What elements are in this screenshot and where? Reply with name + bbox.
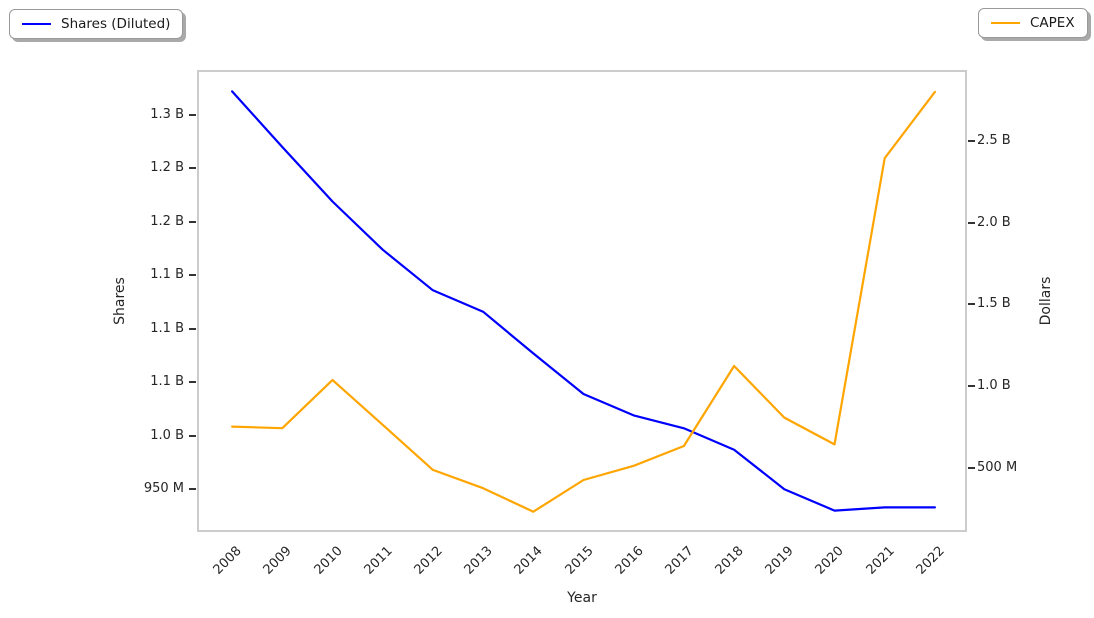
- x-tick-label: 2016: [612, 543, 647, 578]
- x-tick-label: 2010: [311, 543, 346, 578]
- right-tick-label: 1.5 B: [977, 296, 1011, 312]
- shares-line: [230, 90, 937, 512]
- left-tick-label: 1.2 B: [150, 160, 184, 176]
- left-tick-label: 1.3 B: [150, 106, 184, 122]
- legend-shares-label: Shares (Diluted): [61, 16, 171, 32]
- x-tick-label: 2009: [260, 543, 295, 578]
- x-tick-label: 2022: [913, 543, 948, 578]
- left-tick-label: 1.1 B: [150, 374, 184, 390]
- right-tick-label: 500 M: [977, 459, 1018, 475]
- capex-line: [230, 90, 937, 513]
- left-tick-label: 1.1 B: [150, 267, 184, 283]
- right-tick-mark: [968, 303, 975, 306]
- right-tick-label: 1.0 B: [977, 378, 1011, 394]
- y-axis-title-right: Dollars: [1038, 276, 1054, 326]
- right-tick-label: 2.5 B: [977, 132, 1011, 148]
- legend-capex-label: CAPEX: [1030, 15, 1075, 31]
- right-tick-mark: [968, 139, 975, 142]
- chart-canvas: [230, 90, 937, 513]
- legend-shares: Shares (Diluted): [9, 9, 184, 39]
- right-tick-mark: [968, 466, 975, 469]
- right-tick-mark: [968, 221, 975, 224]
- left-tick-mark: [189, 220, 196, 223]
- x-tick-label: 2008: [210, 543, 245, 578]
- x-tick-label: 2019: [762, 543, 797, 578]
- y-axis-title-left: Shares: [112, 277, 128, 325]
- left-tick-mark: [189, 434, 196, 437]
- shares-line-swatch: [22, 22, 51, 26]
- x-tick-label: 2014: [511, 543, 546, 578]
- x-tick-label: 2017: [662, 543, 697, 578]
- plot-area: [197, 70, 967, 532]
- capex-line-swatch: [991, 21, 1020, 25]
- left-tick-mark: [189, 327, 196, 330]
- left-tick-mark: [189, 167, 196, 170]
- legend-capex: CAPEX: [978, 8, 1088, 38]
- x-tick-label: 2012: [411, 543, 446, 578]
- x-axis-title: Year: [567, 590, 597, 606]
- x-tick-label: 2013: [461, 543, 496, 578]
- right-tick-mark: [968, 385, 975, 388]
- left-tick-mark: [189, 274, 196, 277]
- x-tick-label: 2015: [562, 543, 597, 578]
- x-tick-label: 2021: [863, 543, 898, 578]
- x-tick-label: 2020: [813, 543, 848, 578]
- left-tick-mark: [189, 113, 196, 116]
- left-tick-mark: [189, 488, 196, 491]
- left-tick-label: 1.2 B: [150, 213, 184, 229]
- right-tick-label: 2.0 B: [977, 214, 1011, 230]
- left-tick-label: 1.0 B: [150, 427, 184, 443]
- left-tick-mark: [189, 381, 196, 384]
- x-tick-label: 2011: [361, 543, 396, 578]
- left-tick-label: 950 M: [143, 481, 184, 497]
- x-tick-label: 2018: [712, 543, 747, 578]
- left-tick-label: 1.1 B: [150, 320, 184, 336]
